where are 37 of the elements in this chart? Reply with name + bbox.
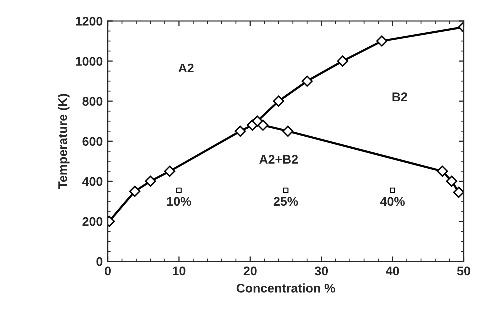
- point: [302, 76, 313, 87]
- point: [129, 186, 141, 198]
- point: [437, 166, 448, 178]
- point: [337, 56, 349, 67]
- point: [258, 120, 269, 132]
- point: [176, 188, 182, 194]
- point: [234, 126, 246, 138]
- point: [376, 36, 388, 47]
- annotation: B2: [392, 92, 408, 102]
- annotation: A2: [178, 64, 194, 73]
- annotation: A2+B2: [260, 155, 298, 164]
- x-tick-label: 0: [105, 266, 111, 276]
- point: [164, 166, 176, 178]
- y-tick-label: 1200: [76, 17, 103, 26]
- y-tick-label: 200: [82, 217, 103, 226]
- point: [145, 176, 156, 188]
- y-tick-label: 800: [82, 97, 103, 106]
- annotation: 25%: [274, 197, 298, 206]
- x-tick-label: 20: [244, 266, 257, 276]
- point: [390, 188, 396, 194]
- y-tick-label: 1000: [76, 57, 103, 66]
- x-tick-label: 50: [457, 266, 470, 276]
- y-axis-title: Temperature (K): [58, 94, 70, 190]
- y-tick-label: 0: [96, 257, 103, 266]
- point: [282, 126, 294, 138]
- x-axis-title: Concentration %: [236, 284, 336, 293]
- point: [453, 186, 464, 198]
- x-tick-label: 30: [314, 266, 328, 276]
- y-tick-label: 400: [82, 177, 103, 186]
- annotation: 40%: [380, 197, 405, 206]
- point: [283, 188, 289, 194]
- x-tick-label: 10: [173, 266, 186, 276]
- annotation: 10%: [167, 197, 192, 206]
- point: [273, 96, 284, 107]
- y-tick-label: 600: [82, 137, 103, 146]
- x-tick-label: 40: [386, 266, 400, 276]
- point: [446, 176, 458, 188]
